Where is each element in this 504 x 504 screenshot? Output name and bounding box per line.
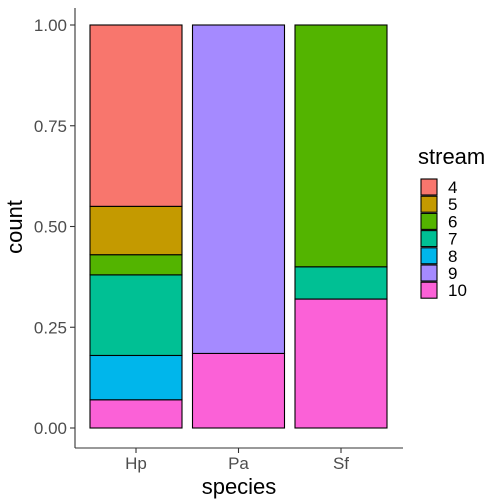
- legend-label-7: 7: [448, 230, 457, 249]
- x-tick-label: Sf: [333, 454, 349, 473]
- bar-segment-hp-stream-6: [89, 254, 183, 276]
- bar-segment-sf-stream-6: [294, 24, 388, 268]
- legend-label-10: 10: [448, 281, 467, 300]
- legend-label-6: 6: [448, 212, 457, 231]
- legend-key-5: [420, 195, 438, 213]
- legend-label-8: 8: [448, 247, 457, 266]
- y-tick-label: 0.00: [34, 419, 67, 438]
- bar-segment-pa-stream-9: [191, 24, 286, 354]
- legend-key-10: [420, 281, 438, 299]
- bar-segment-hp-stream-5: [89, 205, 183, 256]
- legend-key-8: [420, 247, 438, 265]
- legend-label-5: 5: [448, 195, 457, 214]
- legend-label-4: 4: [448, 178, 457, 197]
- bar-segment-pa-stream-10: [191, 352, 286, 429]
- y-tick-label: 0.50: [34, 218, 67, 237]
- bar-segment-hp-stream-7: [89, 274, 183, 357]
- y-tick-label: 0.75: [34, 117, 67, 136]
- y-axis-ticks: 0.00 0.25 0.50 0.75 1.00: [34, 16, 75, 438]
- y-axis-title: count: [2, 200, 27, 254]
- x-tick-label: Hp: [125, 454, 147, 473]
- y-tick-label: 1.00: [34, 16, 67, 35]
- legend-key-9: [420, 264, 438, 282]
- legend-label-9: 9: [448, 264, 457, 283]
- x-axis-ticks: Hp Pa Sf: [125, 448, 349, 473]
- legend-title: stream: [418, 144, 485, 169]
- x-axis-title: species: [202, 474, 277, 499]
- x-tick-label: Pa: [228, 454, 249, 473]
- bar-segment-sf-stream-10: [294, 298, 388, 429]
- legend-key-7: [420, 230, 438, 248]
- y-tick-label: 0.25: [34, 318, 67, 337]
- bars-layer: [89, 24, 388, 429]
- legend-key-4: [420, 178, 438, 196]
- legend-key-6: [420, 212, 438, 230]
- bar-segment-sf-stream-7: [294, 266, 388, 300]
- bar-segment-hp-stream-10: [89, 399, 183, 429]
- bar-segment-hp-stream-4: [89, 24, 183, 207]
- bar-segment-hp-stream-8: [89, 354, 183, 401]
